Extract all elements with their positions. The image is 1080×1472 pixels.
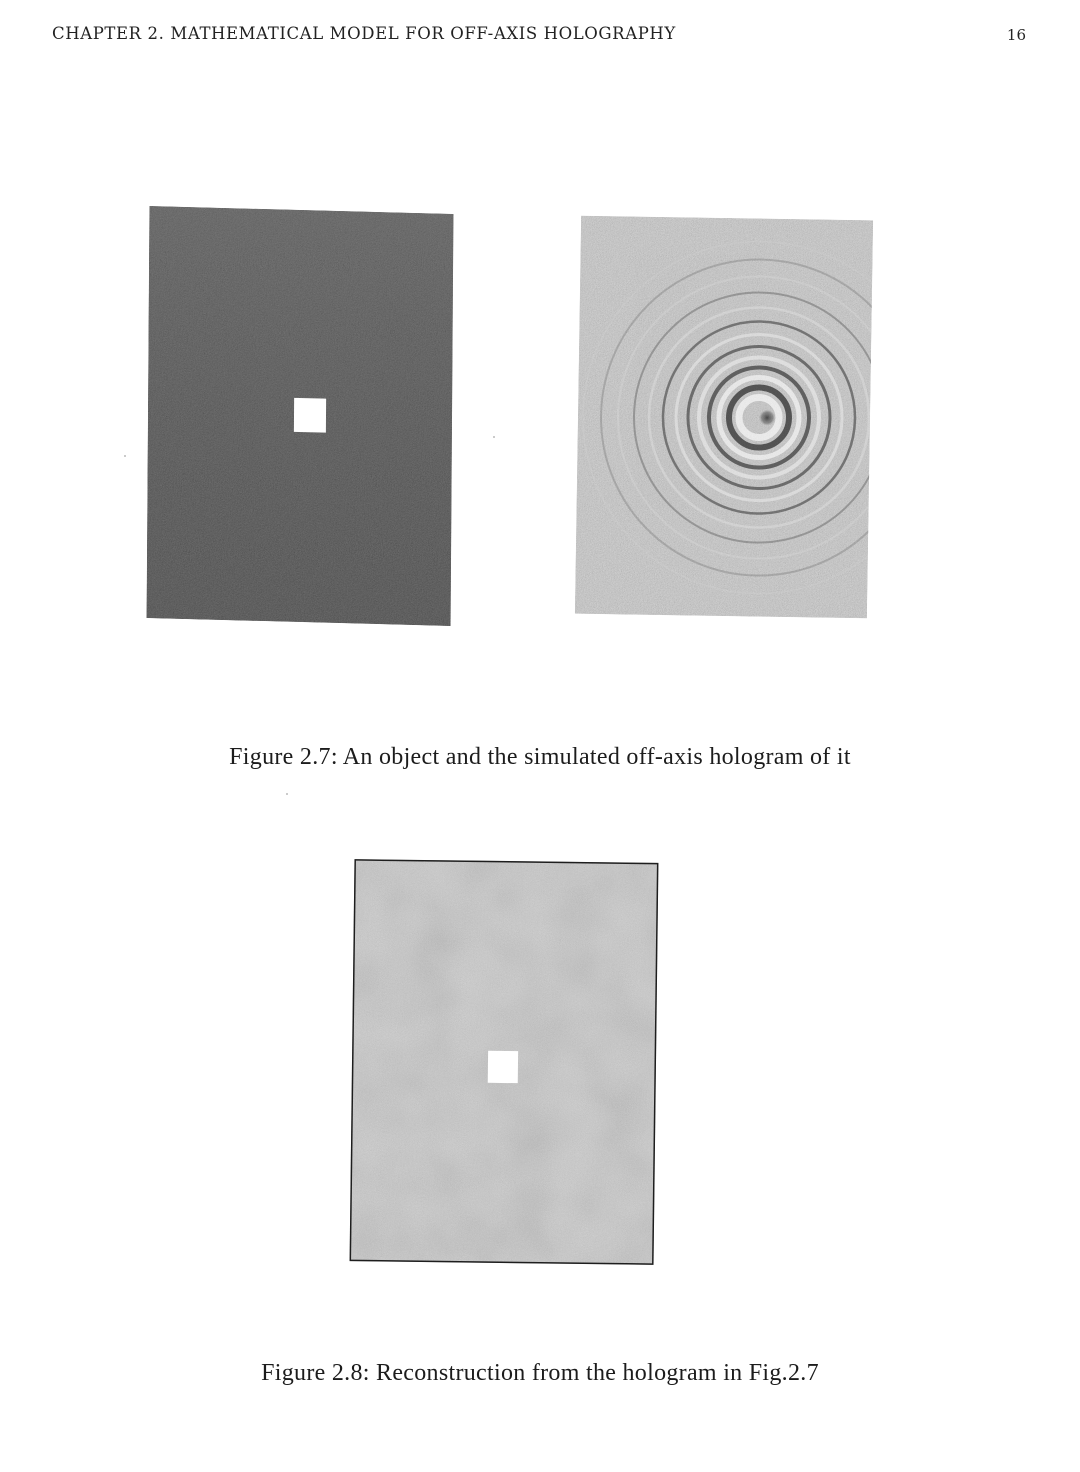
reconstruction-image [349, 859, 659, 1265]
scan-speck [286, 793, 288, 795]
running-header: CHAPTER 2. MATHEMATICAL MODEL FOR OFF-AX… [52, 24, 676, 43]
figure-2-8-caption: Figure 2.8: Reconstruction from the holo… [261, 1360, 819, 1386]
figure-2-7-caption: Figure 2.7: An object and the simulated … [229, 744, 851, 770]
reconstruction-square [487, 1050, 519, 1084]
page-number: 16 [1006, 26, 1026, 44]
hologram-image [574, 215, 874, 619]
object-square [293, 397, 327, 433]
scan-speck [124, 455, 126, 457]
scan-speck [493, 436, 495, 438]
object-image [146, 206, 454, 626]
